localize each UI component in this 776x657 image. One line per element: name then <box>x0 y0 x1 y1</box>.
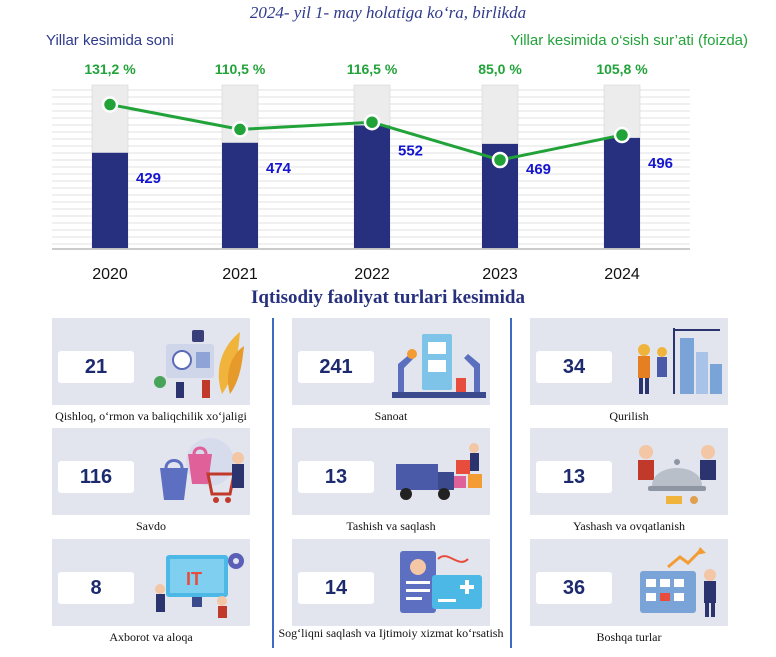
card-label: Qurilish <box>609 409 649 423</box>
growth-point <box>613 126 631 144</box>
card-value: 34 <box>536 351 612 383</box>
bar-value-label: 429 <box>136 170 161 187</box>
bar-series-subtitle: Yillar kesimida soni <box>46 32 174 49</box>
svg-text:IT: IT <box>186 569 202 589</box>
trade-illustration-icon <box>160 438 244 503</box>
card-label: Qishloq, o‘rmon va baliqchilik xo‘jaligi <box>55 409 247 423</box>
card-label: Savdo <box>136 519 166 533</box>
card-transport: 13 <box>292 428 490 515</box>
card-label: Yashash va ovqatlanish <box>572 519 686 533</box>
column-divider <box>272 318 274 648</box>
healthcare-illustration-icon <box>400 551 482 613</box>
growth-value-label: 85,0 % <box>478 61 522 77</box>
card-agriculture: 21 <box>52 318 250 405</box>
card-value: 36 <box>536 572 612 604</box>
line-series-subtitle: Yillar kesimida o‘sish sur’ati (foizda) <box>510 32 748 49</box>
card-other: 36 <box>530 539 728 626</box>
card-label: Axborot va aloqa <box>109 630 193 644</box>
other-services-illustration-icon <box>640 547 716 617</box>
growth-value-label: 110,5 % <box>215 61 266 77</box>
x-tick-label: 2023 <box>482 266 518 283</box>
column-divider <box>510 318 512 648</box>
card-label: Tashish va saqlash <box>346 519 436 533</box>
bar-value-label: 474 <box>266 160 292 177</box>
card-value: 8 <box>58 572 134 604</box>
card-value: 241 <box>298 351 374 383</box>
yearly-chart: 429 474 552 469 496 131,2 % 110,5 % 116,5 % 85,0… <box>52 61 690 283</box>
industry-illustration-icon <box>392 334 486 398</box>
card-hospitality: 13 <box>530 428 728 515</box>
bar <box>92 152 128 248</box>
card-healthcare: 14 <box>292 539 490 626</box>
growth-point <box>101 96 119 113</box>
growth-value-label: 131,2 % <box>84 61 136 77</box>
x-tick-label: 2024 <box>604 266 640 283</box>
section-title: Iqtisodiy faoliyat turlari kesimida <box>251 287 525 308</box>
x-tick-label: 2020 <box>92 266 128 283</box>
bar-value-label: 496 <box>648 155 673 172</box>
card-it: 8 IT <box>52 539 250 626</box>
growth-point <box>231 121 249 138</box>
card-value: 14 <box>298 572 374 604</box>
card-trade: 116 <box>52 428 250 515</box>
card-value: 21 <box>58 351 134 383</box>
card-value: 13 <box>536 461 612 493</box>
card-value: 116 <box>58 461 134 493</box>
card-construction: 34 <box>530 318 728 405</box>
growth-point <box>363 113 381 131</box>
card-industry: 241 <box>292 318 490 405</box>
growth-value-label: 116,5 % <box>347 61 398 77</box>
card-label: Sog‘liqni saqlash va Ijtimoiy xizmat ko‘… <box>278 626 504 640</box>
growth-point <box>491 151 509 169</box>
it-illustration-icon: IT <box>155 553 244 618</box>
card-label: Boshqa turlar <box>596 630 662 644</box>
bar <box>222 142 258 248</box>
bar-value-label: 552 <box>398 142 423 159</box>
x-tick-label: 2021 <box>222 266 258 283</box>
agriculture-illustration-icon <box>154 330 244 398</box>
growth-value-label: 105,8 % <box>596 61 648 77</box>
bar <box>604 137 640 248</box>
x-tick-label: 2022 <box>354 266 390 283</box>
bar-value-label: 469 <box>526 161 551 178</box>
card-label: Sanoat <box>374 409 408 423</box>
transport-illustration-icon <box>396 443 482 500</box>
construction-illustration-icon <box>638 328 722 394</box>
card-value: 13 <box>298 461 374 493</box>
page-title: 2024- yil 1- may holatiga ko‘ra, birlikd… <box>249 3 527 22</box>
hospitality-illustration-icon <box>638 445 716 504</box>
bar <box>354 125 390 248</box>
